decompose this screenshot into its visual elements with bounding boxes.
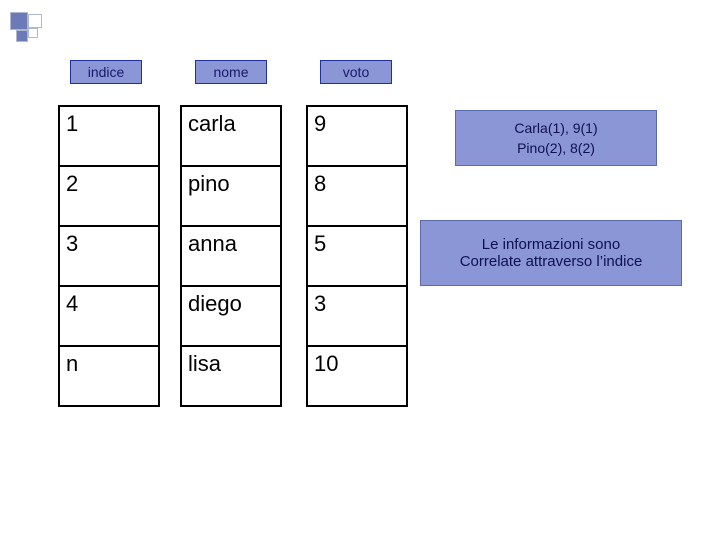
deco-square <box>10 12 28 30</box>
cell-nome: diego <box>182 287 280 347</box>
cell-indice: n <box>60 347 158 407</box>
info-box-explain: Le informazioni sono Correlate attravers… <box>420 220 682 286</box>
deco-square <box>28 28 38 38</box>
array-nome: carla pino anna diego lisa <box>180 105 282 407</box>
info-line: Le informazioni sono <box>421 236 681 253</box>
deco-square <box>28 14 42 28</box>
cell-indice: 2 <box>60 167 158 227</box>
info-line: Pino(2), 8(2) <box>456 140 656 156</box>
cell-voto: 8 <box>308 167 406 227</box>
header-nome: nome <box>195 60 267 84</box>
cell-nome: carla <box>182 107 280 167</box>
info-box-examples: Carla(1), 9(1) Pino(2), 8(2) <box>455 110 657 166</box>
cell-voto: 9 <box>308 107 406 167</box>
cell-indice: 4 <box>60 287 158 347</box>
info-line: Correlate attraverso l’indice <box>421 253 681 270</box>
cell-nome: pino <box>182 167 280 227</box>
cell-voto: 5 <box>308 227 406 287</box>
cell-voto: 3 <box>308 287 406 347</box>
info-line: Carla(1), 9(1) <box>456 120 656 136</box>
cell-voto: 10 <box>308 347 406 407</box>
cell-nome: anna <box>182 227 280 287</box>
array-voto: 9 8 5 3 10 <box>306 105 408 407</box>
array-indice: 1 2 3 4 n <box>58 105 160 407</box>
cell-indice: 3 <box>60 227 158 287</box>
deco-square <box>16 30 28 42</box>
header-indice: indice <box>70 60 142 84</box>
cell-indice: 1 <box>60 107 158 167</box>
cell-nome: lisa <box>182 347 280 407</box>
header-voto: voto <box>320 60 392 84</box>
